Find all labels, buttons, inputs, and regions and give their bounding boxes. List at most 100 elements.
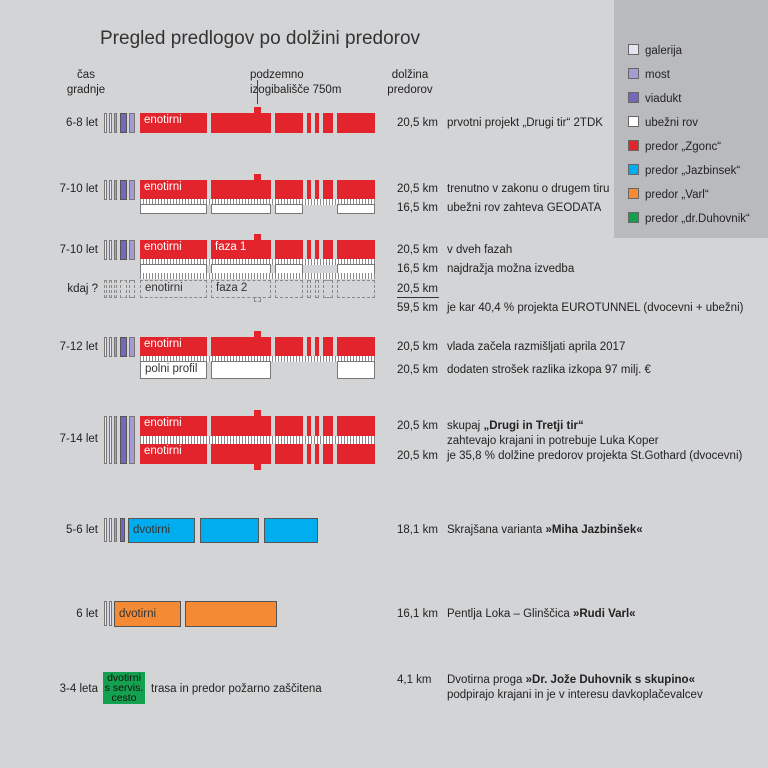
row5-tunnel-seg (275, 416, 303, 436)
row2-escape-tunnel (337, 204, 375, 214)
row5-cross-passages (140, 436, 375, 444)
row6-tunnel-seg (264, 518, 318, 543)
row5-tunnel-seg (211, 416, 271, 436)
row7-length: 16,1 km (397, 608, 438, 620)
row4-length-1: 20,5 km (397, 341, 438, 353)
row5-passing-loop (254, 464, 261, 470)
row6-tunnel-dvotirni: dvotirni (128, 518, 195, 543)
row2-tunnel-seg (211, 180, 271, 200)
row4-passing-loop (254, 331, 261, 337)
swatch-icon (628, 212, 639, 223)
legend-item-varl: predor „Varl“ (628, 188, 709, 201)
row3-tunnel-faza1: faza 1 (211, 240, 271, 260)
row2-tunnel-seg (307, 180, 311, 200)
row2-length-2: 16,5 km (397, 202, 438, 214)
legend-item-ubezni-rov: ubežni rov (628, 116, 698, 129)
swatch-icon (628, 116, 639, 127)
row5-passing-loop (254, 410, 261, 416)
row1-tunnel-seg (211, 113, 271, 133)
legend-item-most: most (628, 68, 670, 81)
row3-tunnel-seg (323, 240, 333, 260)
row2-tunnel-seg (323, 180, 333, 200)
row1-tunnel-seg (275, 113, 303, 133)
row1-tunnel-enotirni: enotirni (140, 113, 207, 133)
row6-time: 5-6 let (66, 524, 98, 536)
swatch-icon (628, 188, 639, 199)
row2-length-1: 20,5 km (397, 183, 438, 195)
row3-desc-2: najdražja možna izvedba (447, 263, 575, 275)
row3-desc-sum: je kar 40,4 % projekta EUROTUNNEL (dvoce… (447, 302, 744, 314)
row5-tunnel-seg (307, 444, 311, 464)
row4-length-2: 20,5 km (397, 364, 438, 376)
row4-tunnel-seg (323, 337, 333, 357)
row4-full-profile-seg (337, 361, 375, 379)
row7-desc: Pentlja Loka – Glinščica »Rudi Varl« (447, 608, 636, 620)
row5-tunnel-seg (315, 444, 319, 464)
row3-tunnel-seg (315, 240, 319, 260)
swatch-icon (628, 140, 639, 151)
row1-length: 20,5 km (397, 117, 438, 129)
row2-tunnel-enotirni: enotirni (140, 180, 207, 200)
row5-tunnel-seg (211, 444, 271, 464)
row4-tunnel-seg (211, 337, 271, 357)
row4-full-profile: polni profil (140, 361, 207, 379)
row5-tunnel-seg (337, 416, 375, 436)
row4-tunnel-seg (315, 337, 319, 357)
legend-item-jazbinsek: predor „Jazbinsek“ (628, 164, 740, 177)
row3-future-seg (315, 280, 319, 298)
row3-desc-1: v dveh fazah (447, 244, 513, 256)
row4-full-profile-seg (211, 361, 271, 379)
swatch-icon (628, 44, 639, 55)
legend-item-duhovnik: predor „dr.Duhovnik“ (628, 212, 750, 225)
row5-desc-1b: zahtevajo krajani in potrebuje Luka Kope… (447, 435, 659, 447)
swatch-icon (628, 164, 639, 175)
row3-tunnel-enotirni: enotirni (140, 240, 207, 260)
legend-item-zgonc: predor „Zgonc“ (628, 140, 721, 153)
legend-panel: galerija most viadukt ubežni rov predor … (614, 0, 768, 238)
row8-tunnel-dvotirni: dvotirni s servis. cesto (103, 672, 145, 704)
row3-tunnel-seg (337, 240, 375, 260)
row3-future-loop (254, 297, 261, 302)
header-dolzina: dolžina predorov (387, 69, 433, 96)
header-podzemno: podzemno izogibališče 750m (250, 69, 342, 96)
row4-cross-passages (140, 356, 375, 362)
row8-desc: Dvotirna proga »Dr. Jože Duhovnik s skup… (447, 674, 695, 686)
sum-underline (397, 297, 439, 298)
row4-tunnel-seg (337, 337, 375, 357)
row3-passing-loop (254, 234, 261, 240)
row3-cross-passages-2 (140, 273, 375, 279)
row2-escape-tunnel (211, 204, 271, 214)
row5-desc-2: je 35,8 % dolžine predorov projekta St.G… (447, 450, 743, 462)
row2-tunnel-seg (315, 180, 319, 200)
row8-trasa: trasa in predor požarno zaščitena (151, 683, 322, 695)
row3-time: 7-10 let (59, 244, 98, 256)
row7-time: 6 let (76, 608, 98, 620)
row5-tunnel-seg (323, 444, 333, 464)
row4-desc-2: dodaten strošek razlika izkopa 97 milj. … (447, 364, 651, 376)
row2-tunnel-seg (337, 180, 375, 200)
row4-tunnel-enotirni: enotirni (140, 337, 207, 357)
row3-tunnel-seg (307, 240, 311, 260)
row4-tunnel-seg (275, 337, 303, 357)
row7-tunnel-dvotirni: dvotirni (114, 601, 181, 627)
row3-future-seg (323, 280, 333, 298)
row3-future-seg (307, 280, 311, 298)
row3-future-enotirni: enotirni (140, 280, 207, 298)
row6-length: 18,1 km (397, 524, 438, 536)
row1-passing-loop (254, 107, 261, 113)
marker-line (257, 80, 258, 104)
page-title: Pregled predlogov po dolžini predorov (100, 28, 421, 49)
row1-time: 6-8 let (66, 117, 98, 129)
row2-desc-2: ubežni rov zahteva GEODATA (447, 202, 602, 214)
row5-tunnel-enotirni-2: enotirni (140, 444, 207, 464)
row5-tunnel-seg (307, 416, 311, 436)
row5-tunnel-enotirni-1: enotirni (140, 416, 207, 436)
row1-tunnel-seg (323, 113, 333, 133)
row2-desc-1: trenutno v zakonu o drugem tiru (447, 183, 610, 195)
row3-length-3: 20,5 km (397, 283, 438, 295)
row3-future-seg (337, 280, 375, 298)
row5-length-1: 20,5 km (397, 420, 438, 432)
row3-future-faza2: faza 2 (211, 280, 271, 298)
row4-desc-1: vlada začela razmišljati aprila 2017 (447, 341, 626, 353)
row6-desc: Skrajšana varianta »Miha Jazbinšek« (447, 524, 643, 536)
